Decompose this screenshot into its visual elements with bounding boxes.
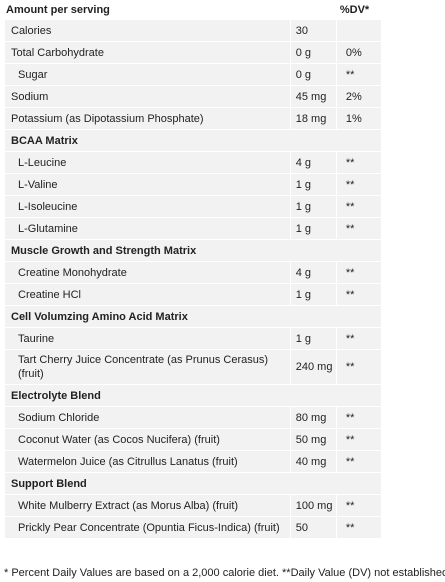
fact-row: Prickly Pear Concentrate (Opuntia Ficus-… [5, 517, 381, 538]
nutrient-name: L-Isoleucine [5, 196, 290, 217]
daily-value: ** [336, 517, 381, 538]
nutrient-name: L-Valine [5, 174, 290, 195]
fact-row: Creatine HCl 1 g ** [5, 284, 381, 305]
fact-row: Coconut Water (as Cocos Nucifera) (fruit… [5, 429, 381, 450]
daily-value: ** [336, 350, 381, 384]
footnote: * Percent Daily Values are based on a 2,… [4, 567, 445, 579]
daily-value: 0% [336, 42, 381, 63]
nutrient-name: Sugar [5, 64, 290, 85]
amount: 30 [290, 20, 336, 41]
header-spacer [291, 1, 336, 19]
section-title: Cell Volumzing Amino Acid Matrix [5, 306, 381, 327]
amount: 1 g [290, 174, 336, 195]
section-row: Muscle Growth and Strength Matrix [5, 240, 381, 261]
daily-value: ** [336, 262, 381, 283]
section-row: Cell Volumzing Amino Acid Matrix [5, 306, 381, 327]
daily-value: ** [336, 284, 381, 305]
nutrient-name: Sodium Chloride [5, 407, 290, 428]
section-title: Electrolyte Blend [5, 385, 381, 406]
section-row: BCAA Matrix [5, 130, 381, 151]
fact-row: Potassium (as Dipotassium Phosphate) 18 m… [5, 108, 381, 129]
header-row: Amount per serving %DV* [5, 1, 381, 19]
fact-row: L-Valine 1 g ** [5, 174, 381, 195]
amount: 100 mg [290, 495, 336, 516]
daily-value: ** [336, 64, 381, 85]
nutrient-name: L-Leucine [5, 152, 290, 173]
nutrient-name: L-Glutamine [5, 218, 290, 239]
nutrient-name: Creatine Monohydrate [5, 262, 290, 283]
facts-table: Amount per serving %DV* Calories 30 Total … [4, 0, 382, 539]
amount: 0 g [290, 42, 336, 63]
amount: 1 g [290, 284, 336, 305]
fact-row: Watermelon Juice (as Citrullus Lanatus (… [5, 451, 381, 472]
nutrient-name: White Mulberry Extract (as Morus Alba) (… [5, 495, 290, 516]
fact-row: Sugar 0 g ** [5, 64, 381, 85]
fact-row: Sodium 45 mg 2% [5, 86, 381, 107]
daily-value: ** [336, 152, 381, 173]
section-row: Electrolyte Blend [5, 385, 381, 406]
daily-value [336, 20, 381, 41]
nutrient-name: Sodium [5, 86, 290, 107]
section-title: Support Blend [5, 473, 381, 494]
fact-row: Taurine 1 g ** [5, 328, 381, 349]
section-title: Muscle Growth and Strength Matrix [5, 240, 381, 261]
amount: 80 mg [290, 407, 336, 428]
nutrient-name: Taurine [5, 328, 290, 349]
amount: 1 g [290, 328, 336, 349]
fact-row: Creatine Monohydrate 4 g ** [5, 262, 381, 283]
daily-value: ** [336, 328, 381, 349]
amount: 1 g [290, 196, 336, 217]
amount: 18 mg [290, 108, 336, 129]
daily-value: ** [336, 407, 381, 428]
section-row: Support Blend [5, 473, 381, 494]
fact-row: Tart Cherry Juice Concentrate (as Prunus… [5, 350, 381, 384]
amount: 4 g [290, 262, 336, 283]
fact-row: White Mulberry Extract (as Morus Alba) (… [5, 495, 381, 516]
amount: 0 g [290, 64, 336, 85]
nutrient-name: Total Carbohydrate [5, 42, 290, 63]
daily-value: ** [336, 451, 381, 472]
amount: 40 mg [290, 451, 336, 472]
daily-value: 1% [336, 108, 381, 129]
daily-value: ** [336, 495, 381, 516]
nutrient-name: Watermelon Juice (as Citrullus Lanatus (… [5, 451, 290, 472]
fact-row: Sodium Chloride 80 mg ** [5, 407, 381, 428]
header-dv: %DV* [339, 4, 370, 16]
fact-row: L-Glutamine 1 g ** [5, 218, 381, 239]
daily-value: 2% [336, 86, 381, 107]
nutrient-name: Coconut Water (as Cocos Nucifera) (fruit… [5, 429, 290, 450]
fact-row: Total Carbohydrate 0 g 0% [5, 42, 381, 63]
table-body: Amount per serving %DV* Calories 30 Total … [5, 1, 381, 538]
fact-row: Calories 30 [5, 20, 381, 41]
daily-value: ** [336, 429, 381, 450]
nutrient-name: Tart Cherry Juice Concentrate (as Prunus… [5, 350, 290, 384]
fact-row: L-Leucine 4 g ** [5, 152, 381, 173]
daily-value: ** [336, 218, 381, 239]
amount: 240 mg [290, 350, 336, 384]
daily-value: ** [336, 196, 381, 217]
nutrient-name: Potassium (as Dipotassium Phosphate) [5, 108, 290, 129]
amount: 45 mg [290, 86, 336, 107]
amount: 50 [290, 517, 336, 538]
nutrient-name: Prickly Pear Concentrate (Opuntia Ficus-… [5, 517, 290, 538]
header-label: Amount per serving [6, 4, 110, 16]
section-title: BCAA Matrix [5, 130, 381, 151]
nutrient-name: Creatine HCl [5, 284, 290, 305]
daily-value: ** [336, 174, 381, 195]
nutrient-name: Calories [5, 20, 290, 41]
amount: 50 mg [290, 429, 336, 450]
amount: 1 g [290, 218, 336, 239]
amount: 4 g [290, 152, 336, 173]
fact-row: L-Isoleucine 1 g ** [5, 196, 381, 217]
